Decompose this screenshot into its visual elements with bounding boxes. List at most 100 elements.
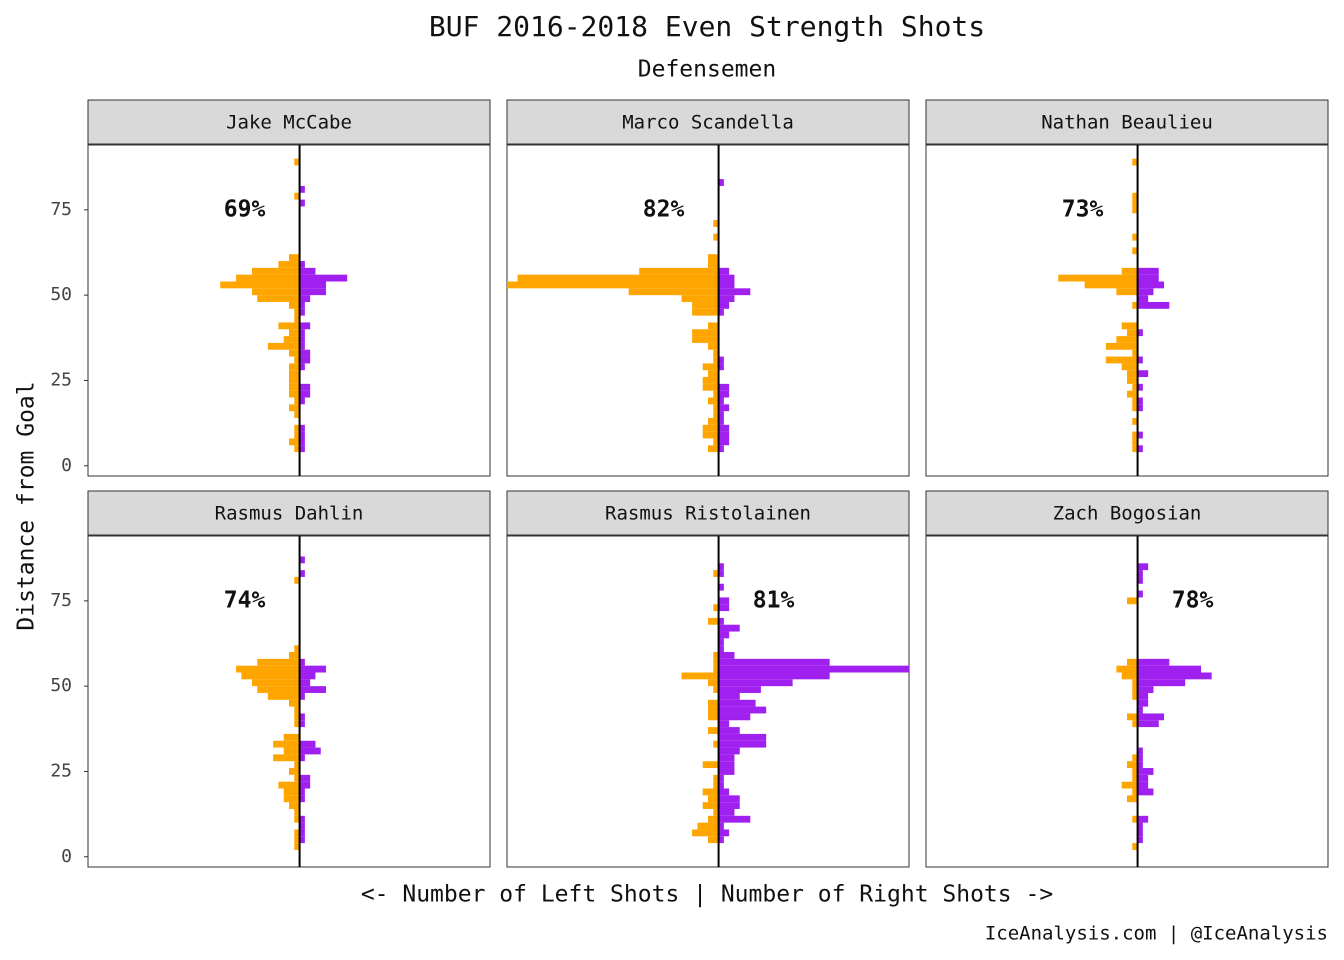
panel	[925, 144, 1329, 477]
left-bar	[1127, 795, 1138, 803]
right-bar	[1137, 692, 1149, 700]
right-bar	[299, 288, 327, 296]
left-bar	[1121, 267, 1138, 275]
right-bar	[1137, 404, 1143, 412]
right-bar	[299, 424, 305, 432]
right-bar	[1137, 747, 1143, 755]
left-bar	[283, 733, 300, 741]
strip	[925, 99, 1329, 145]
left-bar	[713, 356, 719, 364]
right-bar	[1137, 679, 1186, 687]
left-bar	[1132, 788, 1138, 796]
right-bar	[299, 322, 311, 330]
left-bar	[1132, 754, 1138, 762]
right-bar	[1137, 329, 1143, 337]
left-bar	[1132, 301, 1138, 309]
right-bar	[1137, 781, 1149, 789]
right-bar	[299, 438, 305, 446]
left-bar	[708, 397, 719, 405]
right-bar	[299, 774, 311, 782]
right-bar	[299, 679, 311, 687]
strip	[506, 490, 910, 536]
left-bar	[289, 377, 300, 384]
right-bar	[1137, 815, 1149, 823]
left-bar	[708, 699, 719, 707]
left-bar	[702, 383, 719, 391]
left-bar	[702, 377, 719, 384]
left-bar	[692, 829, 719, 837]
left-bar	[289, 383, 300, 391]
right-bar	[718, 267, 730, 275]
y-tick-label: 50	[50, 284, 72, 305]
left-bar	[1132, 233, 1138, 241]
right-bar	[718, 836, 724, 844]
left-bar	[283, 795, 300, 803]
left-bar	[708, 445, 719, 453]
left-bar	[681, 295, 719, 302]
right-bar	[1137, 431, 1143, 439]
right-bar	[299, 720, 305, 728]
left-bar	[1132, 438, 1138, 446]
left-bar	[702, 802, 719, 809]
strip	[87, 490, 491, 536]
right-bar	[718, 563, 724, 571]
left-bar	[702, 363, 719, 371]
left-bar	[1127, 377, 1138, 384]
right-bar	[1137, 822, 1143, 830]
left-bar	[1121, 363, 1138, 371]
left-bar	[294, 431, 300, 439]
left-bar	[702, 761, 719, 769]
left-bar	[294, 774, 300, 782]
left-bar	[708, 727, 719, 734]
right-bar	[718, 411, 724, 418]
left-bar	[1127, 658, 1138, 666]
right-bar	[299, 836, 305, 844]
panel	[87, 144, 491, 477]
right-bar	[299, 829, 305, 837]
left-bar	[713, 604, 719, 612]
left-bar	[1132, 199, 1138, 207]
facet-title: Nathan Beaulieu	[1041, 112, 1213, 134]
right-bar	[299, 686, 327, 693]
right-bar	[299, 747, 321, 755]
strip	[925, 490, 1329, 536]
left-bar	[713, 658, 719, 666]
left-bar	[289, 349, 300, 357]
left-bar	[1121, 672, 1138, 680]
left-bar	[517, 274, 719, 282]
right-bar	[299, 301, 305, 309]
left-bar	[294, 815, 300, 823]
left-bar	[1132, 404, 1138, 412]
right-bar	[299, 356, 311, 364]
left-bar	[708, 322, 719, 330]
left-bar	[289, 768, 300, 775]
left-bar	[257, 686, 300, 693]
right-bar	[718, 727, 740, 734]
left-bar	[289, 329, 300, 337]
left-bar	[708, 417, 719, 425]
strip	[87, 99, 491, 145]
left-bar	[251, 267, 300, 275]
left-bar	[1127, 761, 1138, 769]
left-bar	[1132, 774, 1138, 782]
right-bar	[718, 356, 724, 364]
right-bar	[718, 774, 724, 782]
right-bar	[299, 349, 311, 357]
chart-title: BUF 2016-2018 Even Strength Shots	[429, 10, 985, 43]
left-bar	[1127, 597, 1138, 605]
right-bar	[718, 781, 724, 789]
left-bar	[713, 808, 719, 816]
left-bar	[713, 665, 719, 673]
left-bar	[289, 370, 300, 378]
left-bar	[289, 652, 300, 659]
left-bar	[1084, 281, 1138, 289]
left-bar	[692, 329, 719, 337]
left-bar	[294, 808, 300, 816]
left-bar	[1132, 417, 1138, 425]
right-bar	[299, 445, 305, 453]
left-bar	[289, 802, 300, 809]
left-bar	[283, 336, 300, 343]
left-bar	[1132, 686, 1138, 693]
left-bar	[289, 699, 300, 707]
right-bar	[299, 295, 311, 302]
